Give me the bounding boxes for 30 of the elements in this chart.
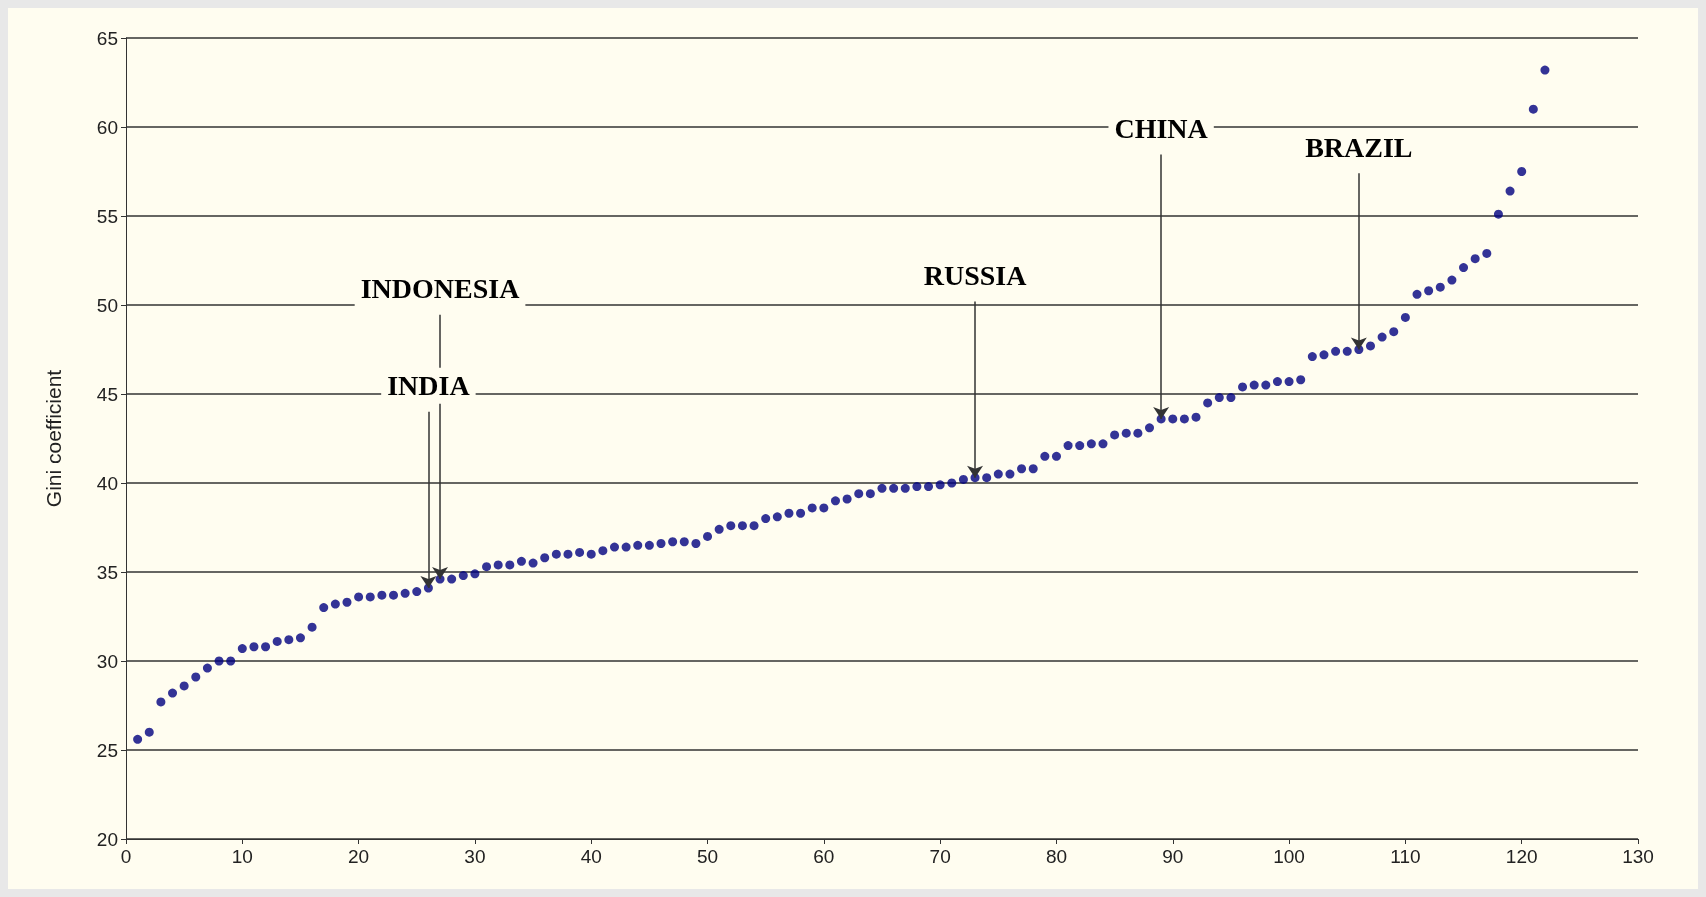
x-tick-label: 10 [231,846,253,867]
x-tick-label: 40 [580,846,602,867]
y-tick-label: 60 [96,116,118,138]
x-tick-label: 0 [120,846,132,867]
x-tick-label: 30 [464,846,486,867]
y-tick-label: 35 [96,561,118,583]
x-tick-label: 60 [813,846,835,867]
y-tick-label: 45 [96,383,118,405]
x-tick-label: 100 [1273,846,1305,867]
y-tick-label: 20 [96,828,118,850]
x-tick-label: 70 [929,846,951,867]
annotation: CHINA [1114,113,1209,145]
annotation: INDIA [387,370,471,402]
x-tick-label: 110 [1390,846,1421,867]
x-tick-label: 90 [1162,846,1184,867]
y-tick-label: 30 [96,650,118,672]
x-tick-label: 50 [696,846,719,867]
y-tick-label: 50 [96,294,118,316]
y-tick-label: 65 [96,27,118,49]
x-tick-label: 130 [1622,846,1654,867]
x-tick-label: 80 [1045,846,1068,867]
annotation: BRAZIL [1305,131,1413,163]
y-axis-title: Gini coefficient [42,369,65,508]
x-tick-label: 20 [348,846,370,867]
y-tick-label: 40 [96,472,118,494]
annotation: RUSSIA [923,259,1028,291]
y-tick-label: 55 [96,205,118,227]
x-tick-label: 120 [1505,846,1538,867]
y-tick-label: 25 [96,739,118,761]
annotation: INDONESIA [360,273,521,305]
